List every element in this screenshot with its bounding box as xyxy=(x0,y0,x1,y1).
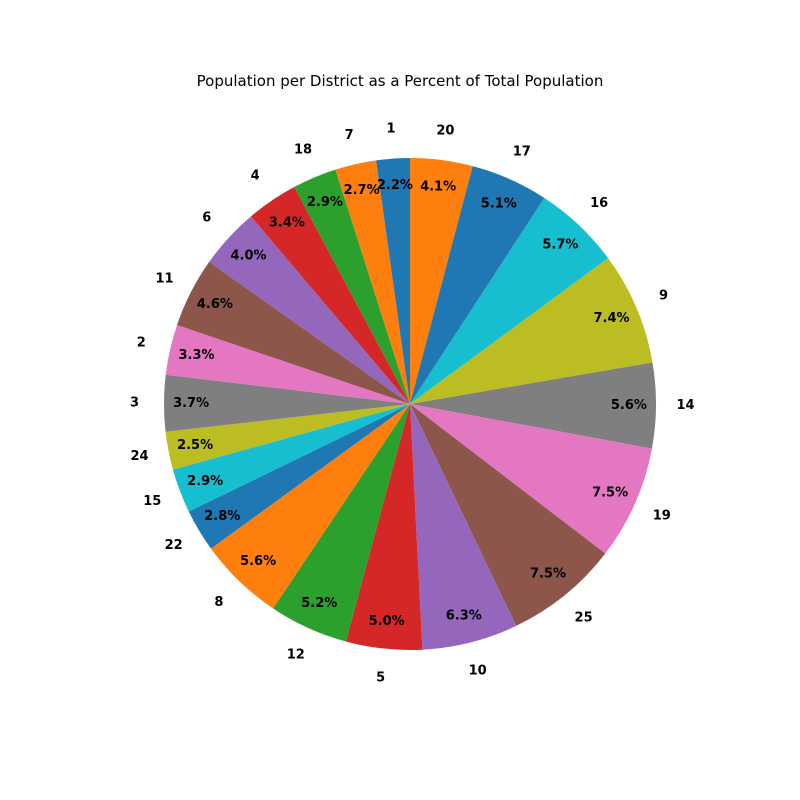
category-label-22: 22 xyxy=(165,538,183,553)
pie-slice-6 xyxy=(209,216,410,404)
percent-label-11: 4.6% xyxy=(197,297,233,312)
category-label-3: 3 xyxy=(130,396,139,411)
percent-label-15: 2.9% xyxy=(187,474,223,489)
percent-label-12: 5.2% xyxy=(301,596,337,611)
percent-label-6: 4.0% xyxy=(230,249,266,264)
category-label-5: 5 xyxy=(376,670,385,685)
pie-slice-2 xyxy=(165,325,410,404)
category-label-4: 4 xyxy=(251,169,260,184)
category-label-6: 6 xyxy=(202,210,211,225)
category-labels: 20 17 16 9 14 19 25 10 5 12 8 22 15 24 3 2 11 6 4 18 7 1 xyxy=(130,122,695,686)
pie-slice-8 xyxy=(210,404,410,609)
pie-slice-10 xyxy=(410,404,517,650)
percent-label-20: 4.1% xyxy=(420,179,456,194)
percent-label-4: 3.4% xyxy=(269,215,305,230)
category-label-15: 15 xyxy=(143,494,161,509)
percent-label-24: 2.5% xyxy=(177,438,213,453)
percent-label-14: 5.6% xyxy=(611,398,647,413)
category-label-17: 17 xyxy=(513,145,531,160)
percent-labels: 4.1% 5.1% 5.7% 7.4% 5.6% 7.5% 7.5% 6.3% 5.0% 5.2%… xyxy=(173,178,647,629)
category-label-25: 25 xyxy=(575,610,593,625)
pie-slice-18 xyxy=(294,169,410,404)
pie-slice-24 xyxy=(165,404,410,470)
pie-slice-22 xyxy=(188,404,410,549)
category-label-20: 20 xyxy=(436,123,454,138)
category-label-11: 11 xyxy=(155,271,173,286)
pie-slice-12 xyxy=(273,404,410,642)
pie-slice-16 xyxy=(410,197,609,404)
category-label-2: 2 xyxy=(137,336,146,351)
category-label-18: 18 xyxy=(294,143,312,158)
percent-label-25: 7.5% xyxy=(530,567,566,582)
percent-label-18: 2.9% xyxy=(307,195,343,210)
percent-label-22: 2.8% xyxy=(204,509,240,524)
pie-slice-9 xyxy=(410,258,653,404)
category-label-1: 1 xyxy=(386,122,395,137)
pie-slice-4 xyxy=(250,186,410,404)
pie-slice-1 xyxy=(376,158,410,404)
chart-title: Population per District as a Percent of … xyxy=(196,72,604,90)
category-label-10: 10 xyxy=(469,664,487,679)
pie-slice-14 xyxy=(410,362,657,449)
category-label-9: 9 xyxy=(659,289,668,304)
pie-slice-25 xyxy=(410,404,606,626)
pie-slices xyxy=(163,158,657,651)
pie-slice-3 xyxy=(163,374,410,432)
percent-label-2: 3.3% xyxy=(178,348,214,363)
pie-slice-15 xyxy=(172,404,410,512)
category-label-19: 19 xyxy=(653,508,671,523)
percent-label-10: 6.3% xyxy=(446,609,482,624)
percent-label-19: 7.5% xyxy=(592,485,628,500)
category-label-7: 7 xyxy=(345,128,354,143)
percent-label-7: 2.7% xyxy=(344,183,380,198)
category-label-16: 16 xyxy=(590,196,608,211)
pie-slice-5 xyxy=(345,404,423,651)
pie-slice-7 xyxy=(335,160,410,404)
category-label-14: 14 xyxy=(676,398,694,413)
percent-label-9: 7.4% xyxy=(593,311,629,326)
percent-label-17: 5.1% xyxy=(481,196,517,211)
percent-label-1: 2.2% xyxy=(377,178,413,193)
pie-slice-17 xyxy=(410,166,545,404)
percent-label-5: 5.0% xyxy=(369,614,405,629)
pie-slice-19 xyxy=(410,404,652,554)
pie-slice-11 xyxy=(177,261,410,404)
category-label-8: 8 xyxy=(214,595,223,610)
percent-label-16: 5.7% xyxy=(542,237,578,252)
pie-slice-20 xyxy=(410,158,473,404)
category-label-24: 24 xyxy=(130,449,148,464)
category-label-12: 12 xyxy=(287,647,305,662)
percent-label-8: 5.6% xyxy=(240,554,276,569)
percent-label-3: 3.7% xyxy=(173,396,209,411)
